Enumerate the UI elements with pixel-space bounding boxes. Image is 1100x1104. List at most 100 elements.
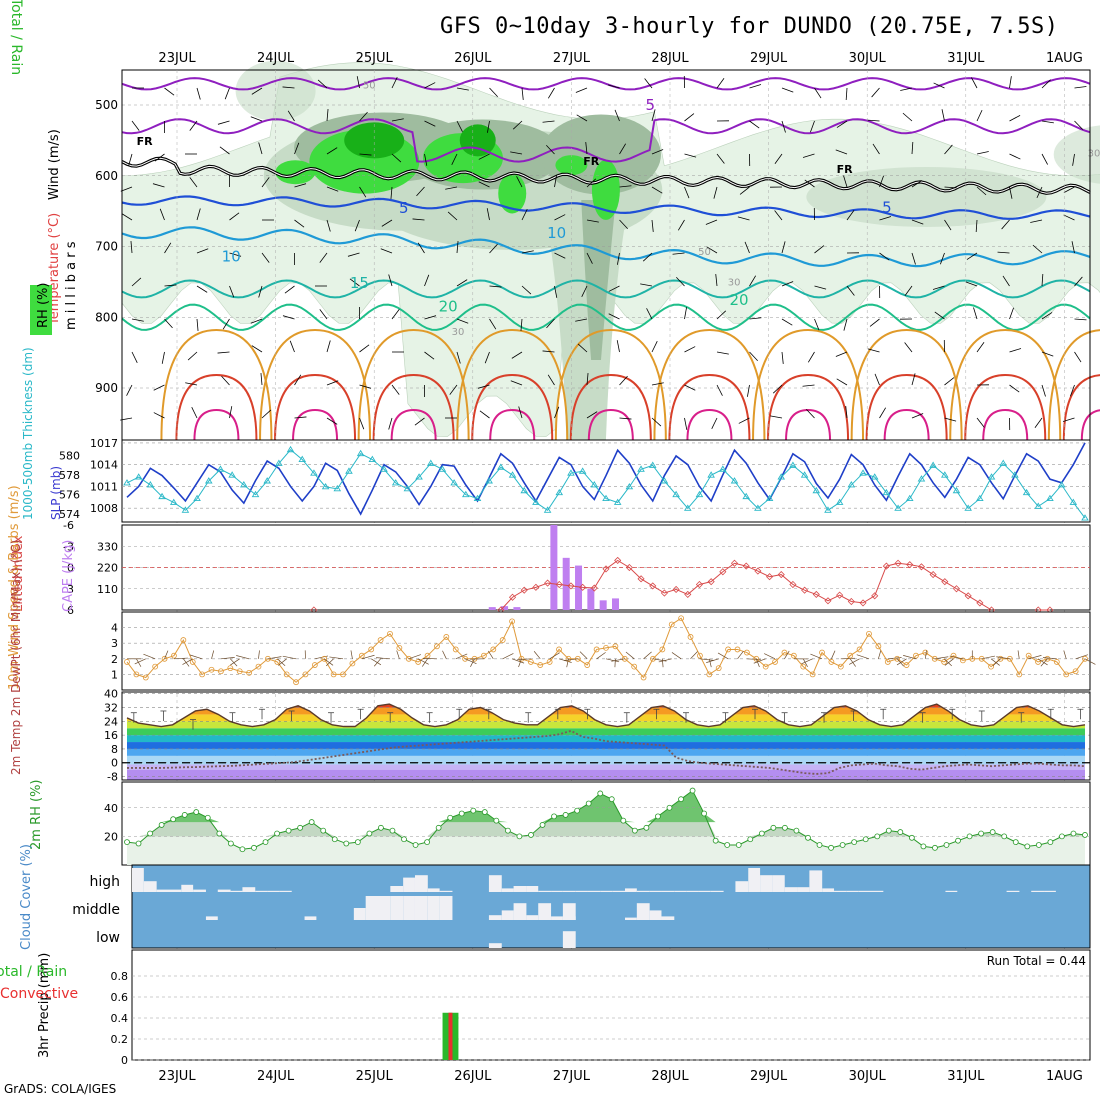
cloud-block-high — [809, 870, 822, 892]
rh2m-marker — [667, 805, 672, 810]
cloud-block-low — [563, 931, 576, 948]
cloud-row-label: middle — [72, 902, 120, 918]
cape-bar — [600, 600, 607, 610]
cape-tick-label: 330 — [97, 540, 118, 553]
pressure-axis-label: m i l l i b a r s — [64, 241, 79, 330]
pressure-axis-title: m i l l i b a r s — [64, 241, 79, 330]
rh2m-marker — [1048, 840, 1053, 845]
rh2m-marker — [482, 810, 487, 815]
rh2m-marker — [1025, 844, 1030, 849]
precip-total-label: Total / Rain — [8, 0, 24, 75]
rh2m-marker — [655, 814, 660, 819]
cloud-block-high — [612, 891, 625, 892]
rh2m-marker — [875, 834, 880, 839]
rh2m-marker — [148, 831, 153, 836]
date-tick-label-top: 25JUL — [356, 51, 394, 66]
cloud-block-high — [859, 891, 872, 892]
rh2m-marker — [136, 841, 141, 846]
rh2m-marker — [505, 828, 510, 833]
date-tick-label-top: 28JUL — [651, 51, 689, 66]
cloud-block-middle — [538, 903, 551, 920]
rh2m-marker — [725, 842, 730, 847]
temp-contour-label: 20 — [439, 298, 458, 316]
date-tick-label-bottom: 24JUL — [257, 1069, 295, 1084]
cloud-block-middle — [379, 896, 391, 920]
cloud-block-high — [242, 887, 255, 892]
temp-contour-label: 10 — [547, 224, 566, 242]
cloud-block-middle — [514, 903, 527, 920]
cloud-block-middle — [403, 896, 415, 920]
rh2m-marker — [852, 840, 857, 845]
cloud-block-high — [403, 878, 415, 892]
rh2m-marker — [390, 828, 395, 833]
cloud-block-middle — [366, 896, 379, 920]
date-tick-label-bottom: 28JUL — [651, 1069, 689, 1084]
cloud-block-middle — [305, 916, 317, 920]
rh2m-marker — [378, 825, 383, 830]
rh2m-marker — [621, 818, 626, 823]
rh2m-marker — [402, 837, 407, 842]
rh2m-marker — [425, 840, 430, 845]
cape-bar — [575, 566, 582, 610]
rh2m-marker — [159, 822, 164, 827]
cloud-block-middle — [551, 916, 563, 920]
temp-band — [122, 692, 1090, 708]
temp-axis-title: 2m Temp 2m DewPt (6hr Min/Max) (°C) — [9, 540, 23, 775]
rh2m-marker — [263, 840, 268, 845]
rh2m-marker — [1083, 832, 1088, 837]
temp-contour-label: 5 — [646, 96, 656, 114]
rh2m-marker — [702, 811, 707, 816]
rh-green-dark-1 — [344, 122, 404, 158]
date-tick-label-bottom: 31JUL — [947, 1069, 985, 1084]
cloud-block-high — [872, 891, 884, 892]
rh2m-marker — [805, 835, 810, 840]
cloud-block-middle — [563, 903, 576, 920]
rh2m-marker — [471, 808, 476, 813]
rh2m-marker — [251, 845, 256, 850]
temp-axis-label: 2m Temp 2m DewPt (6hr Min/Max) (°C) — [9, 540, 23, 775]
slp-tick-label: 1011 — [90, 480, 118, 493]
rh-contour-label: 30 — [728, 277, 741, 288]
rh2m-marker — [1071, 831, 1076, 836]
precip-total-rain-label: Total / Rain — [0, 964, 67, 980]
cloud-block-high — [588, 891, 601, 892]
cloud-block-middle — [650, 910, 662, 920]
rh2m-marker — [829, 845, 834, 850]
date-tick-label-top: 29JUL — [750, 51, 788, 66]
slp-tick-label: 1017 — [90, 437, 118, 450]
rh-contour-label: 30 — [1088, 149, 1100, 160]
rh2m-marker — [436, 825, 441, 830]
cloud-block-high — [231, 891, 243, 892]
cloud-block-middle — [354, 908, 366, 920]
cloud-block-high — [748, 868, 760, 892]
lifted-tick-label: -6 — [63, 519, 74, 532]
rh2m-marker — [840, 842, 845, 847]
date-tick-label-top: 23JUL — [158, 51, 196, 66]
rh2m-marker — [644, 825, 649, 830]
cloud-block-high — [267, 891, 280, 892]
wind-tick-label: 2 — [111, 653, 118, 666]
rh2m-marker — [598, 791, 603, 796]
rh-tick-label: 20 — [104, 830, 118, 843]
rh2m-marker — [909, 835, 914, 840]
cape-axis-label: CAPE (J/kg) — [61, 540, 76, 612]
temp-tick-label: 16 — [104, 729, 118, 742]
rh2m-marker — [817, 842, 822, 847]
date-tick-label-top: 31JUL — [947, 51, 985, 66]
cloud-block-high — [489, 875, 502, 892]
rh-axis-title: 2m RH (%) — [29, 779, 44, 850]
rh2m-marker — [967, 834, 972, 839]
cloud-block-high — [415, 875, 428, 892]
rh2m-marker — [321, 828, 326, 833]
cloud-block-high — [773, 875, 785, 892]
slp-axis-titles: 1000-500mb Thickness (dm)SLP (mb) — [21, 347, 63, 520]
rh2m-marker — [736, 842, 741, 847]
cloud-block-high — [440, 891, 453, 892]
date-tick-label-top: 30JUL — [849, 51, 887, 66]
cloud-block-high — [538, 891, 551, 892]
rh2m-marker — [609, 797, 614, 802]
